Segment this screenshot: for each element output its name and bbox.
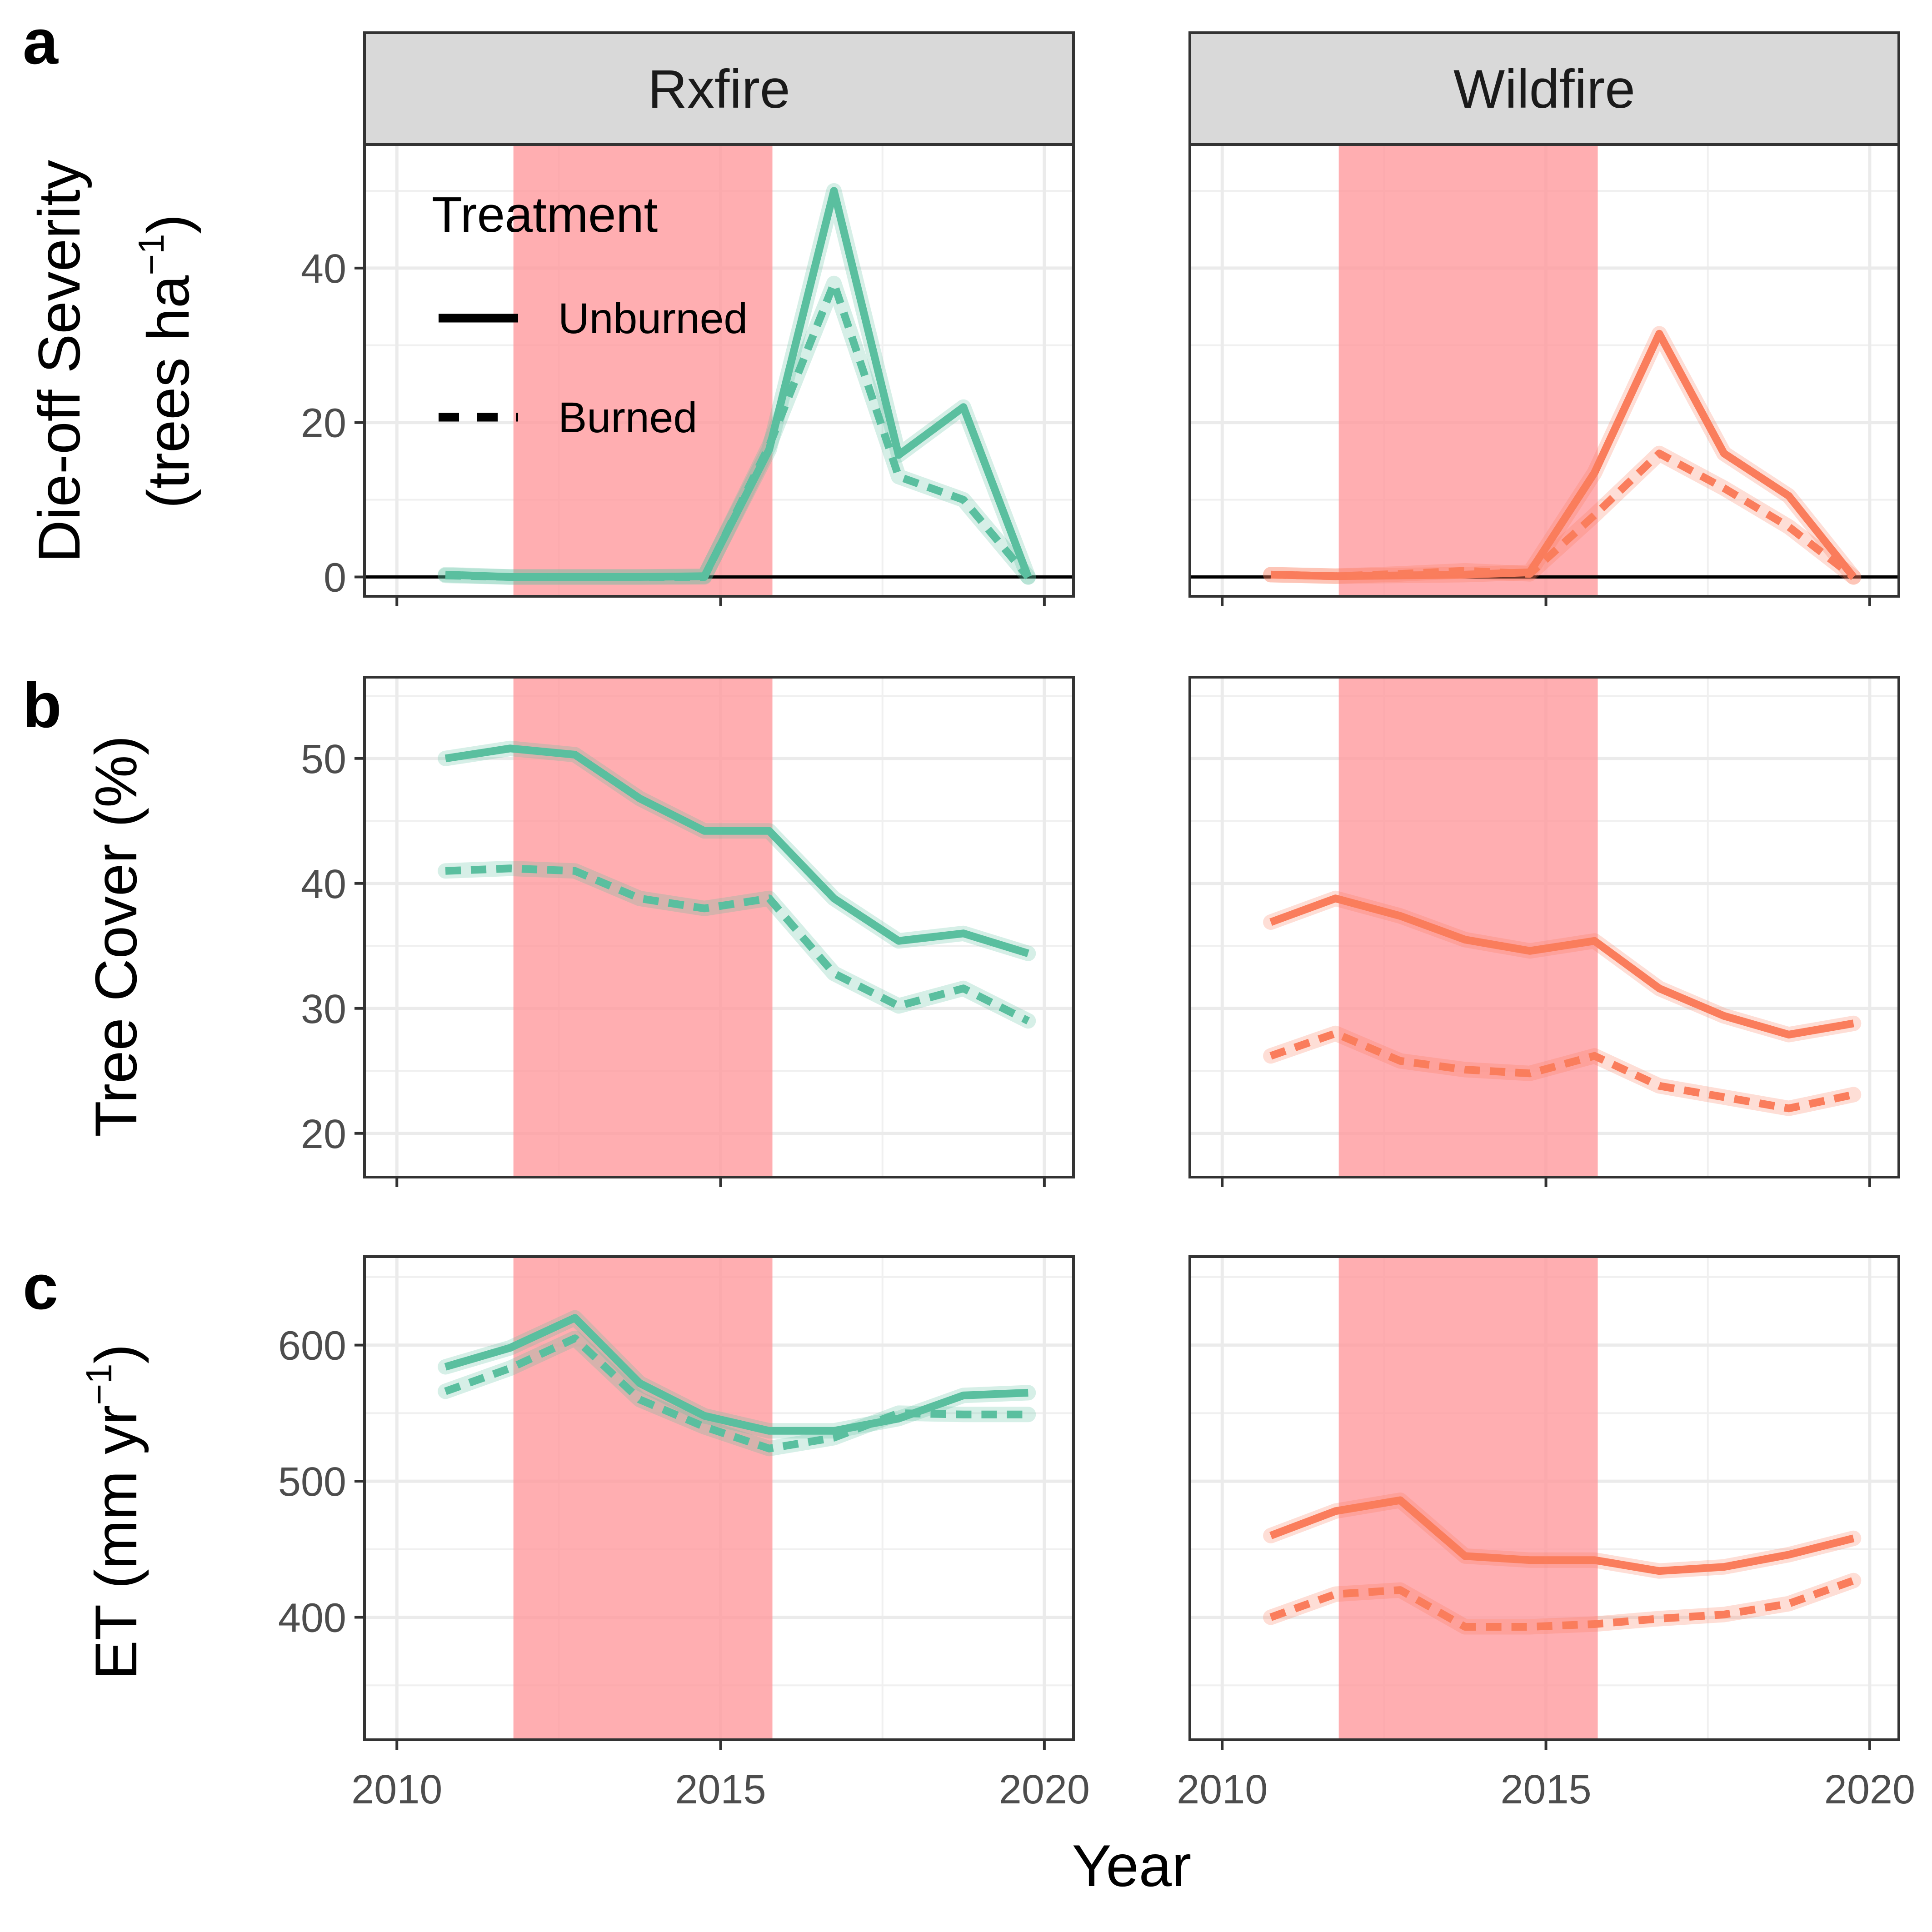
y-axis-title-a2: (trees ha−1) <box>131 214 201 509</box>
y-axis-title-b: Tree Cover (%) <box>83 735 149 1137</box>
y-tick-label: 400 <box>278 1596 346 1641</box>
plot-content <box>364 145 1899 1740</box>
y-title-c: ET (mm yr <box>83 1405 149 1680</box>
series-line-burned <box>1269 1029 1855 1113</box>
series-line-burned <box>1270 449 1856 580</box>
facet-strip-rxfire <box>363 31 1075 146</box>
panel-frames <box>354 31 1900 1750</box>
series-line-unburned <box>445 187 1032 581</box>
series-line-unburned <box>1269 894 1854 1038</box>
x-tick-label: 2015 <box>675 1767 766 1812</box>
panel-b-rxfire-frame <box>363 676 1075 1178</box>
y-tick-label: 600 <box>278 1323 346 1369</box>
series-line-unburned <box>444 744 1029 957</box>
y-title-b: Tree Cover (%) <box>83 735 149 1137</box>
panel-a-wildfire <box>1190 145 1899 596</box>
y-title-c-sup: −1 <box>79 1363 119 1405</box>
y-tick-label: 20 <box>301 401 346 446</box>
panel-c-rxfire-frame <box>363 1255 1075 1741</box>
y-tick-label: 500 <box>278 1459 346 1505</box>
panel-c-rxfire <box>364 1257 1073 1740</box>
x-tick-label: 2010 <box>351 1767 442 1812</box>
panel-b-wildfire <box>1190 677 1899 1177</box>
y-tick-label: 40 <box>301 862 346 907</box>
drought-period-band <box>1338 1257 1598 1740</box>
legend-title: Treatment <box>432 187 658 243</box>
series-line-burned <box>444 1334 1028 1453</box>
facet-strip-label: Wildfire <box>1453 59 1635 120</box>
legend: Treatment Unburned Burned <box>432 187 748 442</box>
facet-strip-label: Rxfire <box>648 59 790 120</box>
drought-period-band <box>513 1257 773 1740</box>
series-line-unburned <box>444 1314 1028 1435</box>
y-axis-title-c: ET (mm yr−1) <box>79 1344 149 1680</box>
y-tick-label: 40 <box>301 246 346 292</box>
y-axis-title-a: Die-off Severity <box>26 160 92 563</box>
drought-period-band <box>513 677 773 1177</box>
x-axis-title: Year <box>1072 1832 1192 1899</box>
y-tick-label: 0 <box>324 555 346 601</box>
y-title-a-close: ) <box>135 214 201 234</box>
ci-band-burned <box>1263 1573 1862 1635</box>
y-title-a-sup: −1 <box>131 234 171 275</box>
panel-c-wildfire-frame <box>1188 1255 1900 1741</box>
y-tick-label: 20 <box>301 1112 346 1157</box>
legend-label: Unburned <box>558 295 748 343</box>
y-title-a-line1: Die-off Severity <box>26 160 92 563</box>
panel-letter: c <box>23 1251 58 1323</box>
panel-b-wildfire-frame <box>1188 676 1900 1178</box>
labels: 0 20 40 20 30 40 50 2010 2015 2020 400 500 600 2010 20… <box>23 6 1915 1899</box>
facet-strip-wildfire <box>1188 31 1900 146</box>
series-line-burned <box>445 280 1031 581</box>
x-tick-label: 2010 <box>1177 1767 1268 1812</box>
x-tick-label: 2015 <box>1500 1767 1591 1812</box>
x-tick-label: 2020 <box>1824 1767 1915 1812</box>
panel-letter: b <box>23 669 62 741</box>
panel-letter: a <box>23 6 59 77</box>
series-line-burned <box>445 864 1030 1024</box>
drought-period-band <box>1338 145 1598 596</box>
panel-c-wildfire <box>1190 1257 1899 1740</box>
y-title-c-close: ) <box>83 1344 149 1363</box>
legend-label: Burned <box>558 394 697 442</box>
series-line-unburned <box>1270 329 1857 580</box>
y-tick-label: 50 <box>301 737 346 782</box>
drought-period-band <box>1338 677 1598 1177</box>
panel-a-rxfire <box>364 145 1073 596</box>
y-tick-label: 30 <box>301 987 346 1032</box>
series-line-unburned <box>1269 1496 1855 1575</box>
panel-b-rxfire <box>364 677 1073 1177</box>
x-tick-label: 2020 <box>999 1767 1090 1812</box>
y-title-a-line2: (trees ha <box>135 275 201 509</box>
